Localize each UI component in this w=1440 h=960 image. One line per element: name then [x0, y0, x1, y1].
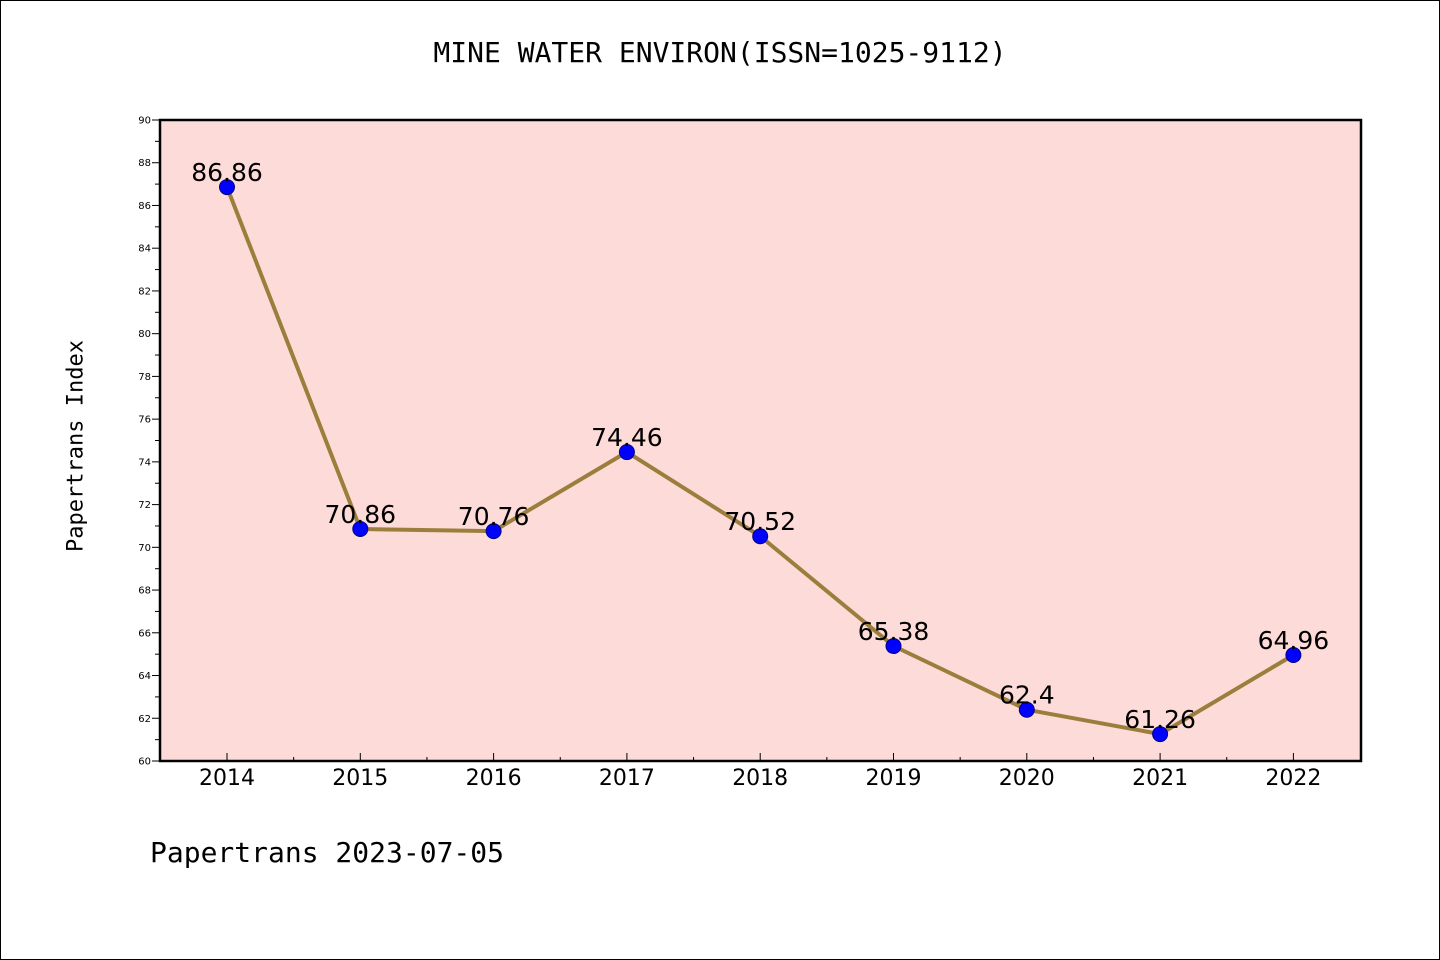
- data-label: 64.96: [1258, 626, 1330, 655]
- data-labels: 86.86 70.86 70.76 74.46 70.52 65.38 62.4 61.26 6…: [191, 158, 1329, 734]
- data-point: [752, 528, 769, 545]
- y-axis-ticks: 60 62 64 66 68 70 72 74 76 78 80 82 84 86 88 90: [138, 116, 160, 768]
- x-tick-label: 2020: [999, 766, 1055, 791]
- data-point: [1018, 701, 1035, 718]
- data-label: 86.86: [191, 158, 263, 187]
- y-tick-label: 84: [138, 244, 151, 255]
- y-tick-label: 74: [138, 457, 151, 468]
- x-axis-ticks: 2014 2015 2016 2017 2018 2019 2020 2021 2022: [199, 753, 1321, 791]
- y-tick-label: 66: [138, 628, 151, 639]
- x-tick-label: 2022: [1265, 766, 1321, 791]
- x-tick-label: 2015: [332, 766, 388, 791]
- data-point: [352, 520, 369, 537]
- y-tick-label: 78: [138, 372, 151, 383]
- y-tick-label: 76: [138, 415, 151, 426]
- data-point: [885, 638, 902, 655]
- y-tick-label: 64: [138, 671, 151, 682]
- x-tick-label: 2016: [466, 766, 522, 791]
- x-tick-label: 2017: [599, 766, 655, 791]
- y-tick-label: 70: [138, 543, 151, 554]
- x-tick-label: 2021: [1132, 766, 1188, 791]
- data-label: 74.46: [591, 423, 663, 452]
- y-tick-label: 62: [138, 714, 151, 725]
- data-label: 65.38: [858, 617, 930, 646]
- data-point: [1285, 647, 1302, 664]
- data-point: [618, 444, 635, 461]
- y-tick-label: 72: [138, 500, 151, 511]
- x-tick-label: 2019: [866, 766, 922, 791]
- y-tick-label: 82: [138, 286, 151, 297]
- y-tick-label: 86: [138, 201, 151, 212]
- footer-note: Papertrans 2023-07-05: [150, 836, 505, 869]
- data-label: 62.4: [999, 681, 1055, 710]
- data-label: 61.26: [1124, 705, 1196, 734]
- x-tick-label: 2014: [199, 766, 255, 791]
- data-label: 70.76: [458, 502, 530, 531]
- data-markers: [219, 179, 1302, 743]
- y-tick-label: 80: [138, 329, 151, 340]
- data-label: 70.86: [325, 500, 397, 529]
- y-tick-label: 68: [138, 586, 151, 597]
- data-point: [219, 179, 235, 196]
- y-tick-label: 60: [138, 757, 151, 768]
- x-tick-label: 2018: [732, 766, 788, 791]
- data-label: 70.52: [724, 507, 796, 536]
- y-tick-label: 88: [138, 158, 151, 169]
- data-point: [1152, 726, 1169, 743]
- data-point: [485, 523, 502, 540]
- y-tick-label: 90: [138, 116, 151, 127]
- chart-title: MINE WATER ENVIRON(ISSN=1025-9112): [433, 36, 1007, 69]
- plot-area: [158, 118, 1363, 763]
